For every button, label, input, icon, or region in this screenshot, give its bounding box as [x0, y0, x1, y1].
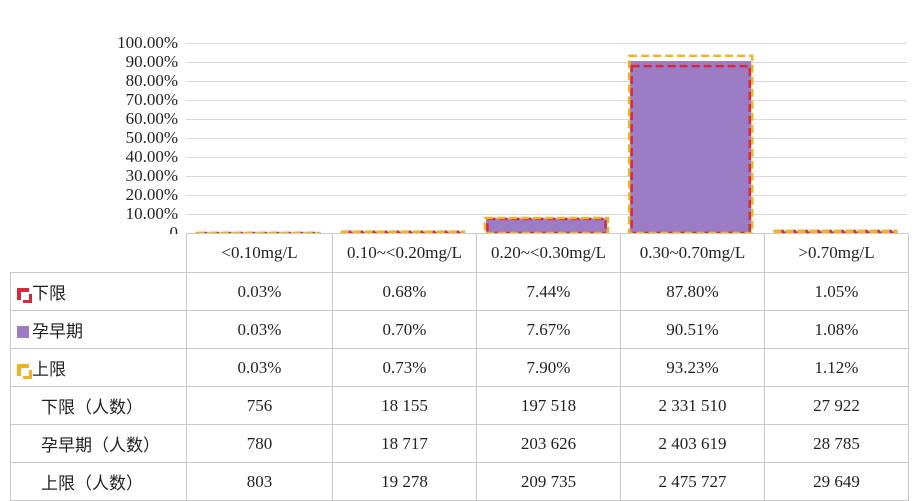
row-label: 下限 [10, 272, 187, 311]
bar-early-pregnancy [630, 61, 752, 233]
count-cell: 203 626 [476, 424, 621, 463]
row-label: 下限（人数） [10, 386, 187, 425]
category-label: 0.30~0.70mg/L [620, 233, 765, 273]
y-tick-label: 60.00% [126, 109, 178, 128]
data-label: 7.90% [476, 348, 621, 387]
count-cell: 27 922 [764, 386, 909, 425]
series-name: 上限 [32, 360, 66, 380]
count-cell: 2 475 727 [620, 462, 765, 501]
blank-corner-cell [10, 233, 187, 273]
count-cell: 197 518 [476, 386, 621, 425]
count-cell: 756 [186, 386, 333, 425]
row-label: 上限 [10, 348, 187, 387]
chart-plot-area: 100.00%90.00%80.00%70.00%60.00%50.00%40.… [117, 33, 907, 234]
early-pregnancy-legend-icon [17, 326, 29, 338]
data-label: 1.12% [764, 348, 909, 387]
y-tick-label: 100.00% [117, 33, 178, 52]
lower-limit-legend-icon [17, 288, 32, 303]
table-row-lower-count: 下限（人数） 756 18 155 197 518 2 331 510 27 9… [10, 386, 909, 425]
row-label: 上限（人数） [10, 462, 187, 501]
y-tick-label: 70.00% [126, 90, 178, 109]
count-cell: 19 278 [332, 462, 477, 501]
bar-lower-limit [630, 64, 752, 234]
data-label: 1.05% [764, 272, 909, 311]
data-label: 0.68% [332, 272, 477, 311]
table-row-lower-percent: 下限 0.03% 0.68% 7.44% 87.80% 1.05% [10, 272, 909, 311]
y-tick-label: 30.00% [126, 166, 178, 185]
y-axis-tick-labels: 100.00%90.00%80.00%70.00%60.00%50.00%40.… [117, 33, 178, 234]
count-cell: 18 717 [332, 424, 477, 463]
category-label: 0.10~<0.20mg/L [332, 233, 477, 273]
y-tick-label: 40.00% [126, 147, 178, 166]
upper-limit-legend-icon [17, 364, 32, 379]
count-cell: 2 403 619 [620, 424, 765, 463]
row-label: 孕早期 [10, 310, 187, 349]
data-label: 0.03% [186, 310, 333, 349]
y-tick-label: 0 [170, 223, 179, 234]
table-row-main-count: 孕早期（人数） 780 18 717 203 626 2 403 619 28 … [10, 424, 909, 463]
y-tick-label: 10.00% [126, 204, 178, 223]
count-cell: 28 785 [764, 424, 909, 463]
bars [195, 54, 898, 234]
bar-early-pregnancy [485, 218, 608, 233]
count-cell: 209 735 [476, 462, 621, 501]
data-label: 90.51% [620, 310, 765, 349]
data-table: <0.10mg/L 0.10~<0.20mg/L 0.20~<0.30mg/L … [10, 233, 909, 501]
y-tick-label: 20.00% [126, 185, 178, 204]
data-label: 87.80% [620, 272, 765, 311]
row-label: 孕早期（人数） [10, 424, 187, 463]
count-cell: 803 [186, 462, 333, 501]
data-label: 93.23% [620, 348, 765, 387]
category-label: 0.20~<0.30mg/L [476, 233, 621, 273]
table-row-upper-count: 上限（人数） 803 19 278 209 735 2 475 727 29 6… [10, 462, 909, 501]
category-label: >0.70mg/L [764, 233, 909, 273]
table-row-upper-percent: 上限 0.03% 0.73% 7.90% 93.23% 1.12% [10, 348, 909, 387]
y-tick-label: 80.00% [126, 71, 178, 90]
count-cell: 2 331 510 [620, 386, 765, 425]
series-name: 孕早期 [32, 322, 83, 342]
category-label: <0.10mg/L [186, 233, 333, 273]
data-label: 0.03% [186, 348, 333, 387]
count-cell: 780 [186, 424, 333, 463]
table-row-main-percent: 孕早期 0.03% 0.70% 7.67% 90.51% 1.08% [10, 310, 909, 349]
category-header-row: <0.10mg/L 0.10~<0.20mg/L 0.20~<0.30mg/L … [10, 233, 909, 273]
y-tick-label: 50.00% [126, 128, 178, 147]
count-cell: 18 155 [332, 386, 477, 425]
gridlines [186, 43, 907, 215]
data-label: 0.70% [332, 310, 477, 349]
bar-lower-limit [486, 217, 607, 234]
data-label: 7.44% [476, 272, 621, 311]
data-label: 1.08% [764, 310, 909, 349]
data-label: 0.03% [186, 272, 333, 311]
data-label: 7.67% [476, 310, 621, 349]
series-name: 下限 [32, 284, 66, 304]
data-label: 0.73% [332, 348, 477, 387]
count-cell: 29 649 [764, 462, 909, 501]
y-tick-label: 90.00% [126, 52, 178, 71]
